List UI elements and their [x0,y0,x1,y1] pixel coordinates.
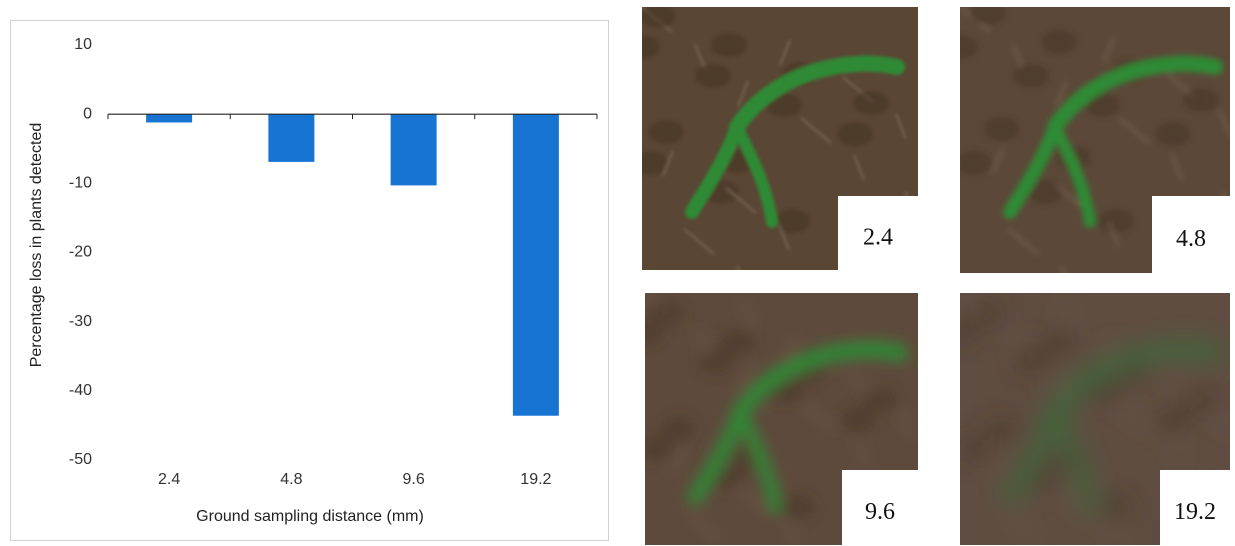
clod [1013,350,1049,374]
clod [774,209,810,233]
clod [956,437,992,461]
x-axis-title: Ground sampling distance (mm) [196,508,424,525]
clod [942,321,978,345]
y-tick-label: 0 [83,105,92,122]
clod [780,495,816,519]
clod [632,151,668,175]
x-tick-label: 2.4 [158,471,180,488]
clod [862,388,898,412]
clod [720,330,756,354]
clod [956,151,992,175]
clod [1183,88,1219,112]
clod [1041,330,1077,354]
clod [698,350,734,374]
clod [970,301,1006,325]
clod [1183,388,1219,412]
clod [649,301,685,325]
clod [1041,30,1077,54]
y-tick-label: -20 [69,244,92,261]
clod [984,117,1020,141]
panel-label: 9.6 [865,499,895,525]
clod [970,1,1006,25]
y-tick-label: 10 [74,36,92,53]
y-tick-label: -50 [69,451,92,468]
bar [513,114,559,416]
page: {"chart_data": {"type": "bar", "categori… [0,0,1235,546]
x-tick-label: 4.8 [280,471,302,488]
clod [984,417,1020,441]
y-axis-title: Percentage loss in plants detected [28,123,45,368]
clod [660,417,696,441]
clod [1098,209,1134,233]
clod [1155,408,1191,432]
clod [1155,122,1191,146]
bar [146,114,192,122]
y-tick-label: -40 [69,382,92,399]
clod [648,120,684,144]
panel-label: 4.8 [1176,226,1206,252]
y-tick-label: -10 [69,175,92,192]
figure: Ground sampling distance (mm) Percentage… [0,0,1235,546]
clod [1013,64,1049,88]
clod [942,35,978,59]
bar [391,114,437,185]
clod [1098,495,1134,519]
clod [640,4,676,28]
y-tick-label: -30 [69,313,92,330]
clod [624,35,660,59]
clod [638,437,674,461]
clod [853,91,889,115]
panel-label: 19.2 [1174,499,1216,525]
bar [268,114,314,162]
x-tick-label: 9.6 [403,471,425,488]
panel-label: 2.4 [863,225,893,251]
clod [840,408,876,432]
clod [627,321,663,345]
x-tick-label: 19.2 [520,471,551,488]
clod [695,64,731,88]
clod [711,33,747,57]
clod [837,122,873,146]
